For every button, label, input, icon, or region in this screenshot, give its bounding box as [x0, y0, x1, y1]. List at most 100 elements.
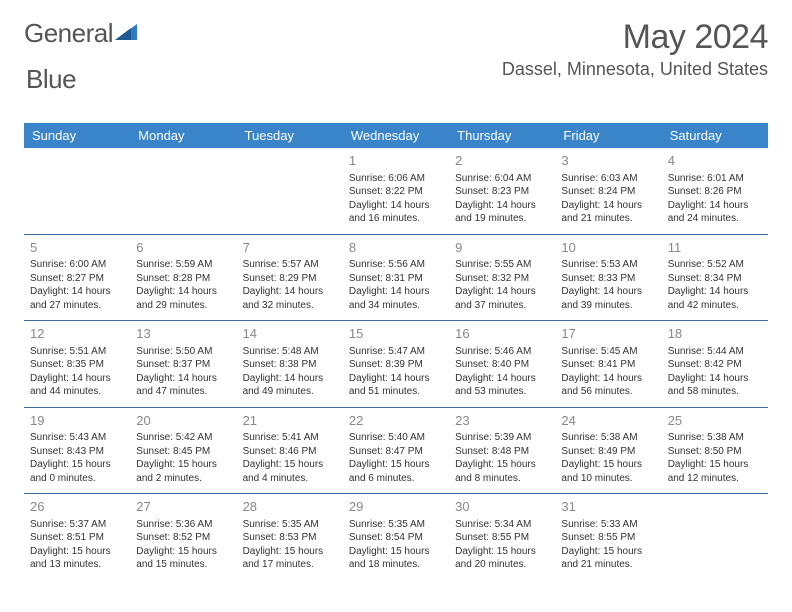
day-detail-line: and 51 minutes.: [349, 385, 443, 399]
weekday-header: Thursday: [449, 123, 555, 148]
day-number: 4: [668, 152, 762, 170]
day-detail-line: Daylight: 14 hours: [30, 285, 124, 299]
day-detail-line: Sunrise: 5:34 AM: [455, 518, 549, 532]
calendar-day-cell: 25Sunrise: 5:38 AMSunset: 8:50 PMDayligh…: [662, 407, 768, 494]
calendar-day-cell: 4Sunrise: 6:01 AMSunset: 8:26 PMDaylight…: [662, 148, 768, 234]
calendar-week-row: 19Sunrise: 5:43 AMSunset: 8:43 PMDayligh…: [24, 407, 768, 494]
day-detail-line: Daylight: 15 hours: [136, 458, 230, 472]
calendar-day-cell: 16Sunrise: 5:46 AMSunset: 8:40 PMDayligh…: [449, 321, 555, 408]
day-detail-line: Daylight: 14 hours: [243, 285, 337, 299]
logo: General: [24, 18, 139, 49]
day-detail-line: and 12 minutes.: [668, 472, 762, 486]
day-number: 7: [243, 239, 337, 257]
day-detail-line: Sunrise: 6:06 AM: [349, 172, 443, 186]
weekday-header: Saturday: [662, 123, 768, 148]
calendar-day-cell: 10Sunrise: 5:53 AMSunset: 8:33 PMDayligh…: [555, 234, 661, 321]
day-detail-line: and 18 minutes.: [349, 558, 443, 572]
day-detail-line: Daylight: 14 hours: [668, 285, 762, 299]
day-detail-line: Sunset: 8:43 PM: [30, 445, 124, 459]
day-number: 24: [561, 412, 655, 430]
day-detail-line: Sunset: 8:28 PM: [136, 272, 230, 286]
logo-text-2: Blue: [26, 64, 76, 94]
day-detail-line: Sunrise: 5:51 AM: [30, 345, 124, 359]
day-detail-line: Sunrise: 5:42 AM: [136, 431, 230, 445]
day-detail-line: Daylight: 15 hours: [455, 545, 549, 559]
day-detail-line: Sunset: 8:45 PM: [136, 445, 230, 459]
calendar-day-cell: 20Sunrise: 5:42 AMSunset: 8:45 PMDayligh…: [130, 407, 236, 494]
day-number: 16: [455, 325, 549, 343]
calendar-week-row: 12Sunrise: 5:51 AMSunset: 8:35 PMDayligh…: [24, 321, 768, 408]
day-detail-line: and 20 minutes.: [455, 558, 549, 572]
calendar-day-cell: 24Sunrise: 5:38 AMSunset: 8:49 PMDayligh…: [555, 407, 661, 494]
day-detail-line: and 58 minutes.: [668, 385, 762, 399]
day-detail-line: and 13 minutes.: [30, 558, 124, 572]
day-detail-line: Daylight: 14 hours: [349, 285, 443, 299]
calendar-week-row: 1Sunrise: 6:06 AMSunset: 8:22 PMDaylight…: [24, 148, 768, 234]
weekday-header: Friday: [555, 123, 661, 148]
day-detail-line: Daylight: 15 hours: [243, 458, 337, 472]
day-number: 6: [136, 239, 230, 257]
day-detail-line: Sunrise: 6:04 AM: [455, 172, 549, 186]
day-detail-line: Daylight: 15 hours: [668, 458, 762, 472]
day-detail-line: and 27 minutes.: [30, 299, 124, 313]
day-detail-line: Daylight: 15 hours: [30, 458, 124, 472]
day-detail-line: Daylight: 14 hours: [455, 285, 549, 299]
day-detail-line: and 39 minutes.: [561, 299, 655, 313]
day-detail-line: Sunset: 8:38 PM: [243, 358, 337, 372]
day-detail-line: and 8 minutes.: [455, 472, 549, 486]
calendar-day-cell: 12Sunrise: 5:51 AMSunset: 8:35 PMDayligh…: [24, 321, 130, 408]
day-number: 13: [136, 325, 230, 343]
day-detail-line: Daylight: 15 hours: [30, 545, 124, 559]
day-detail-line: Sunrise: 5:47 AM: [349, 345, 443, 359]
calendar-day-cell: 18Sunrise: 5:44 AMSunset: 8:42 PMDayligh…: [662, 321, 768, 408]
day-detail-line: Sunset: 8:22 PM: [349, 185, 443, 199]
day-number: 9: [455, 239, 549, 257]
day-number: 1: [349, 152, 443, 170]
day-detail-line: Sunrise: 5:44 AM: [668, 345, 762, 359]
calendar-day-cell: 26Sunrise: 5:37 AMSunset: 8:51 PMDayligh…: [24, 494, 130, 580]
day-detail-line: Sunrise: 6:00 AM: [30, 258, 124, 272]
day-detail-line: Daylight: 14 hours: [668, 199, 762, 213]
calendar-day-cell: 23Sunrise: 5:39 AMSunset: 8:48 PMDayligh…: [449, 407, 555, 494]
day-detail-line: Sunset: 8:55 PM: [455, 531, 549, 545]
day-detail-line: Sunrise: 5:46 AM: [455, 345, 549, 359]
day-detail-line: Daylight: 15 hours: [349, 545, 443, 559]
weekday-header: Monday: [130, 123, 236, 148]
calendar-day-cell: 7Sunrise: 5:57 AMSunset: 8:29 PMDaylight…: [237, 234, 343, 321]
calendar-day-cell: 3Sunrise: 6:03 AMSunset: 8:24 PMDaylight…: [555, 148, 661, 234]
calendar-day-cell: 5Sunrise: 6:00 AMSunset: 8:27 PMDaylight…: [24, 234, 130, 321]
day-number: 25: [668, 412, 762, 430]
day-detail-line: Sunrise: 5:35 AM: [243, 518, 337, 532]
day-detail-line: Sunrise: 5:50 AM: [136, 345, 230, 359]
day-detail-line: Sunset: 8:29 PM: [243, 272, 337, 286]
day-detail-line: Sunset: 8:24 PM: [561, 185, 655, 199]
day-number: 12: [30, 325, 124, 343]
day-number: 22: [349, 412, 443, 430]
calendar-day-cell: 15Sunrise: 5:47 AMSunset: 8:39 PMDayligh…: [343, 321, 449, 408]
day-detail-line: and 44 minutes.: [30, 385, 124, 399]
calendar-day-cell: 22Sunrise: 5:40 AMSunset: 8:47 PMDayligh…: [343, 407, 449, 494]
calendar-day-cell: 13Sunrise: 5:50 AMSunset: 8:37 PMDayligh…: [130, 321, 236, 408]
day-detail-line: and 47 minutes.: [136, 385, 230, 399]
day-detail-line: Daylight: 14 hours: [349, 199, 443, 213]
day-detail-line: and 32 minutes.: [243, 299, 337, 313]
day-detail-line: Sunset: 8:40 PM: [455, 358, 549, 372]
day-detail-line: Sunset: 8:33 PM: [561, 272, 655, 286]
day-detail-line: and 0 minutes.: [30, 472, 124, 486]
day-detail-line: Sunset: 8:47 PM: [349, 445, 443, 459]
calendar-day-cell: 1 Sunrise: 6:06 AMSunset: 8:22 PMDaylight…: [343, 148, 449, 234]
calendar-day-cell: 17Sunrise: 5:45 AMSunset: 8:41 PMDayligh…: [555, 321, 661, 408]
day-detail-line: Sunset: 8:52 PM: [136, 531, 230, 545]
calendar-day-cell: 29Sunrise: 5:35 AMSunset: 8:54 PMDayligh…: [343, 494, 449, 580]
day-number: 18: [668, 325, 762, 343]
day-detail-line: and 21 minutes.: [561, 558, 655, 572]
day-number: 15: [349, 325, 443, 343]
day-number: 14: [243, 325, 337, 343]
day-detail-line: and 29 minutes.: [136, 299, 230, 313]
day-number: 23: [455, 412, 549, 430]
day-detail-line: Daylight: 14 hours: [561, 199, 655, 213]
day-detail-line: and 34 minutes.: [349, 299, 443, 313]
calendar-day-cell: 2Sunrise: 6:04 AMSunset: 8:23 PMDaylight…: [449, 148, 555, 234]
calendar-day-cell: 21Sunrise: 5:41 AMSunset: 8:46 PMDayligh…: [237, 407, 343, 494]
calendar-day-cell: 27Sunrise: 5:36 AMSunset: 8:52 PMDayligh…: [130, 494, 236, 580]
